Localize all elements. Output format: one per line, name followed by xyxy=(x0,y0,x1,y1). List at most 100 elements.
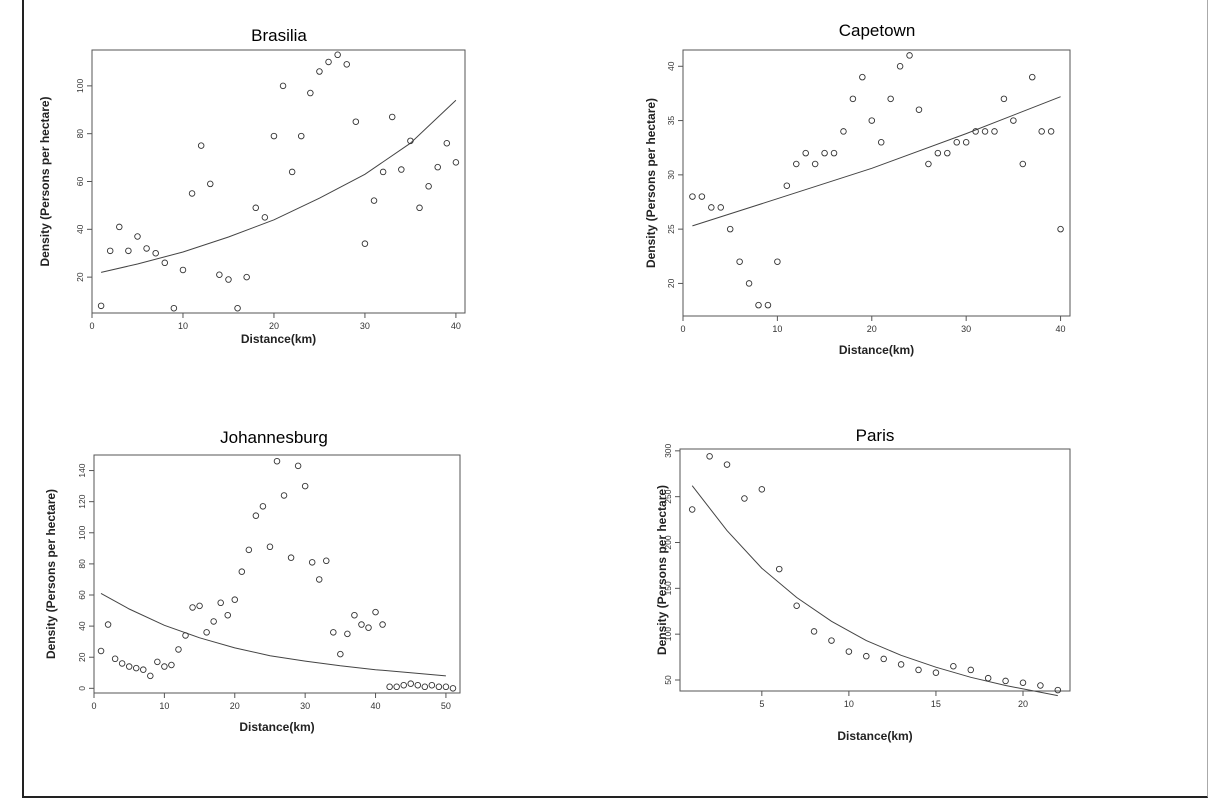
data-point xyxy=(351,611,358,619)
data-point xyxy=(147,672,154,680)
y-tick-label: 300 xyxy=(663,443,673,457)
data-point xyxy=(953,139,960,146)
data-point xyxy=(736,258,743,265)
data-point xyxy=(828,637,835,644)
data-point xyxy=(810,628,818,635)
data-point xyxy=(783,182,791,189)
data-point xyxy=(352,118,360,125)
data-point xyxy=(698,193,706,200)
data-point xyxy=(140,666,147,673)
data-point xyxy=(132,664,140,672)
data-point xyxy=(116,223,123,231)
data-point xyxy=(379,168,387,176)
data-point xyxy=(259,503,267,510)
y-tick-label: 150 xyxy=(663,581,673,595)
data-point xyxy=(755,301,762,309)
y-tick-label: 120 xyxy=(77,494,87,508)
plot-frame xyxy=(93,454,461,694)
fit-curve xyxy=(691,485,1058,697)
y-axis-label: Density (Persons per hectare) xyxy=(655,485,669,655)
data-point xyxy=(161,259,169,267)
fit-curve xyxy=(100,99,457,273)
data-point xyxy=(188,190,196,197)
data-point xyxy=(372,608,379,616)
data-point xyxy=(897,661,905,668)
data-point xyxy=(231,596,239,603)
data-point xyxy=(1047,128,1055,135)
y-tick-label: 200 xyxy=(663,535,673,549)
data-point xyxy=(1028,73,1036,81)
y-tick-label: 60 xyxy=(75,177,85,187)
data-point xyxy=(343,61,350,68)
data-point xyxy=(984,674,992,682)
fit-curve xyxy=(692,96,1061,227)
data-point xyxy=(234,304,241,312)
x-tick-label: 10 xyxy=(772,324,782,334)
chart-title: Johannesburg xyxy=(220,428,328,447)
data-point xyxy=(365,624,372,631)
data-point xyxy=(273,457,281,465)
chart-paris: Paris 5 10 15 20 50 100 150 200 250 300 Distance(km… xyxy=(655,426,1071,743)
x-tick-label: 10 xyxy=(178,321,188,331)
x-tick-label: 20 xyxy=(867,324,877,334)
plot-frame xyxy=(682,49,1071,317)
data-point xyxy=(944,149,951,157)
data-point xyxy=(270,132,278,140)
data-point xyxy=(1057,225,1064,233)
data-point xyxy=(859,73,866,81)
y-tick-label: 250 xyxy=(663,489,673,503)
data-point xyxy=(723,461,731,468)
data-point xyxy=(288,168,296,176)
y-tick-label: 80 xyxy=(75,129,85,139)
data-point xyxy=(210,618,217,625)
data-point xyxy=(425,183,432,190)
x-tick-label: 50 xyxy=(441,701,451,711)
y-tick-label: 100 xyxy=(75,79,85,93)
x-tick-label: 0 xyxy=(680,324,685,334)
data-point xyxy=(407,680,414,687)
y-tick-label: 80 xyxy=(77,559,87,569)
data-point xyxy=(688,506,696,513)
y-tick-label: 40 xyxy=(75,224,85,234)
data-point xyxy=(726,225,734,233)
data-point xyxy=(261,214,269,221)
data-point xyxy=(896,63,904,70)
x-tick-label: 30 xyxy=(360,321,370,331)
data-point xyxy=(287,554,295,561)
y-tick-label: 60 xyxy=(77,590,87,600)
data-point xyxy=(745,280,753,287)
data-point xyxy=(370,197,378,204)
data-point xyxy=(991,128,998,135)
data-point xyxy=(280,492,288,499)
data-point xyxy=(203,629,210,636)
data-point xyxy=(243,273,250,281)
y-tick-label: 100 xyxy=(663,627,673,641)
data-point xyxy=(689,193,696,200)
data-point xyxy=(868,117,876,124)
data-point xyxy=(252,204,260,212)
data-point xyxy=(1019,160,1027,168)
y-axis-label: Density (Persons per hectare) xyxy=(644,98,658,268)
data-point xyxy=(245,546,253,554)
data-point xyxy=(323,557,330,565)
data-point xyxy=(962,139,970,146)
data-point xyxy=(125,663,133,670)
chart-capetown: Capetown 0 10 20 30 40 20 25 30 35 40 Distance(km) D… xyxy=(644,21,1071,357)
x-tick-label: 20 xyxy=(269,321,279,331)
x-tick-label: 10 xyxy=(844,699,854,709)
data-point xyxy=(821,149,828,157)
data-point xyxy=(97,647,105,655)
data-point xyxy=(388,113,396,121)
data-point xyxy=(104,621,112,628)
data-point xyxy=(334,51,341,59)
y-tick-label: 20 xyxy=(77,652,87,662)
y-axis-label: Density (Persons per hectare) xyxy=(38,96,52,266)
data-point xyxy=(252,512,260,519)
data-point xyxy=(845,648,853,655)
x-axis-label: Distance(km) xyxy=(241,332,316,346)
data-point xyxy=(950,663,957,670)
data-point xyxy=(407,137,414,145)
data-point xyxy=(238,568,246,575)
data-point xyxy=(414,681,422,689)
y-tick-label: 40 xyxy=(666,61,676,71)
